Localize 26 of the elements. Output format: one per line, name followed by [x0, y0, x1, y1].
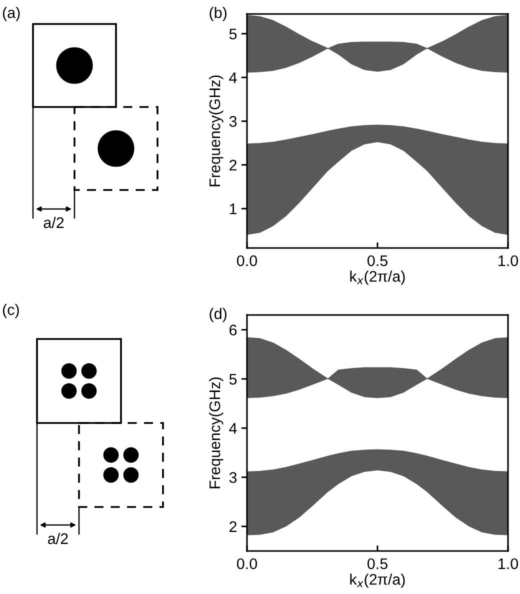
y-axis-title: Frequency(GHz)	[208, 377, 224, 488]
x-tick-label: 1.0	[498, 558, 518, 570]
x-axis-title: k$_{x}$(2π/a)	[350, 270, 405, 285]
chart-title: (d)	[210, 308, 226, 322]
text: (c)	[2, 304, 19, 318]
text: (a)	[2, 6, 20, 22]
x-tick-label: 0.5	[367, 558, 388, 570]
y-tick-label: 5	[229, 374, 237, 385]
y-tick-label: 3	[229, 116, 237, 127]
x-tick-label: 0.0	[236, 255, 258, 266]
x-tick-label: 0.0	[236, 558, 258, 570]
text: a/2	[44, 216, 64, 228]
x-tick-label: 1.0	[498, 255, 518, 266]
y-tick-label: 2	[230, 160, 237, 170]
chart-title: (b)	[210, 6, 226, 22]
y-tick-label: 6	[230, 324, 237, 336]
y-tick-label: 1	[230, 204, 237, 214]
y-tick-label: 2	[230, 521, 237, 532]
y-axis-title: Frequency(GHz)	[208, 75, 224, 186]
x-tick-label: 0.5	[367, 255, 388, 266]
y-tick-label: 3	[229, 472, 237, 483]
x-axis-title: k$_{x}$(2π/a)	[350, 574, 405, 588]
y-tick-label: 5	[229, 28, 237, 40]
y-tick-label: 4	[229, 72, 237, 83]
y-tick-label: 4	[229, 423, 237, 434]
text: a/2	[48, 532, 68, 544]
